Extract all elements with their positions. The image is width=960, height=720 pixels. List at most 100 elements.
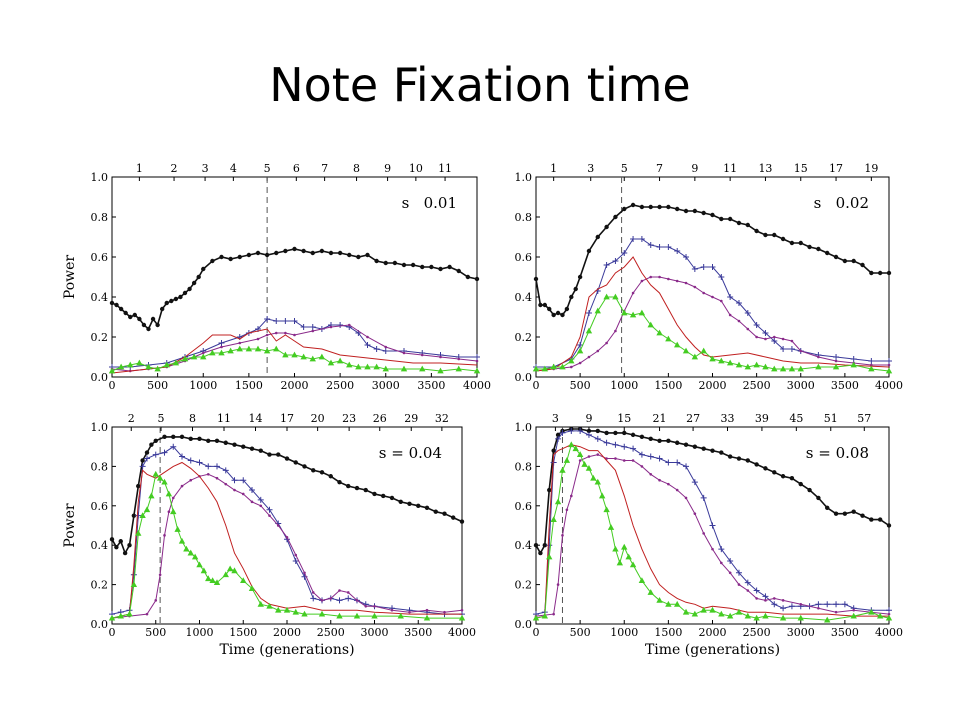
data-point: [585, 310, 592, 316]
data-point: [886, 270, 892, 276]
data-point: [338, 589, 341, 592]
data-point: [702, 532, 705, 535]
data-point: [249, 446, 255, 451]
data-point: [746, 589, 750, 592]
y-axis-label: Power: [62, 255, 78, 300]
data-point: [799, 349, 803, 353]
data-point: [622, 206, 627, 212]
top-tick-label: 5: [621, 162, 628, 175]
x-tick-label: 3500: [831, 626, 859, 639]
data-point: [860, 513, 865, 518]
data-point: [754, 462, 759, 467]
y-tick-label: 0.0: [515, 618, 533, 631]
data-point: [276, 452, 281, 457]
data-point: [174, 526, 181, 532]
data-point: [555, 435, 562, 442]
data-point: [842, 258, 848, 264]
data-point: [841, 601, 848, 608]
data-point: [612, 293, 619, 300]
data-point: [630, 445, 637, 452]
data-point: [420, 264, 425, 270]
data-point: [542, 302, 548, 308]
data-point: [607, 524, 615, 530]
y-tick-label: 0.0: [515, 371, 533, 384]
data-point: [851, 258, 856, 264]
data-point: [398, 499, 403, 505]
data-point: [266, 506, 273, 513]
x-tick-label: 1500: [235, 379, 263, 392]
top-tick-label: 3: [587, 162, 594, 175]
selection-coefficient-label: s = 0.04: [379, 444, 442, 462]
data-point: [532, 365, 540, 372]
data-point: [301, 248, 306, 254]
y-tick-label: 0.8: [515, 211, 533, 224]
data-point: [657, 438, 662, 443]
data-point: [246, 252, 252, 258]
data-point: [254, 345, 262, 352]
data-point: [397, 612, 404, 619]
data-point: [148, 492, 155, 499]
data-point: [568, 441, 575, 448]
data-point: [329, 597, 333, 600]
data-point: [616, 559, 624, 566]
data-point: [667, 482, 670, 486]
data-point: [200, 567, 208, 574]
data-point: [790, 339, 794, 343]
data-point: [647, 242, 654, 248]
data-point: [153, 438, 158, 443]
top-tick-label: 15: [794, 162, 808, 175]
data-point: [568, 427, 575, 434]
x-tick-label: 1000: [189, 379, 217, 392]
data-point: [189, 478, 193, 482]
data-point: [456, 268, 461, 274]
data-point: [201, 266, 206, 272]
data-point: [577, 274, 583, 280]
data-point: [876, 612, 884, 619]
data-point: [309, 324, 316, 330]
data-point: [852, 608, 855, 612]
data-point: [187, 549, 194, 556]
data-point: [547, 487, 552, 493]
selection-coefficient-label: s 0.01: [402, 194, 457, 212]
data-point: [587, 455, 591, 458]
data-point: [772, 232, 777, 238]
data-point: [780, 605, 787, 612]
data-point: [438, 266, 443, 272]
data-point: [171, 434, 176, 440]
top-tick-label: 11: [217, 412, 231, 425]
data-point: [130, 581, 138, 587]
data-point: [665, 244, 672, 250]
data-point: [585, 431, 592, 438]
y-tick-label: 1.0: [515, 421, 533, 434]
data-point: [473, 367, 481, 374]
data-point: [737, 583, 741, 586]
data-point: [238, 341, 242, 345]
data-point: [400, 365, 408, 372]
data-point: [702, 291, 705, 295]
data-point: [816, 495, 821, 501]
data-point: [603, 262, 610, 268]
data-point: [763, 466, 768, 471]
data-point: [356, 254, 361, 260]
data-point: [870, 363, 873, 367]
data-point: [364, 363, 371, 370]
data-point: [237, 254, 242, 260]
data-point: [753, 614, 760, 621]
data-point: [140, 458, 145, 463]
data-point: [755, 597, 758, 600]
data-point: [621, 543, 628, 550]
data-point: [570, 494, 573, 498]
data-point: [556, 583, 560, 586]
x-tick-label: 1500: [654, 626, 682, 639]
y-tick-label: 0.4: [515, 539, 533, 552]
data-point: [345, 595, 352, 602]
data-point: [363, 487, 368, 493]
data-point: [273, 318, 280, 324]
data-point: [851, 509, 856, 514]
data-point: [328, 474, 333, 479]
series-line-red: [535, 444, 889, 619]
data-point: [165, 490, 173, 497]
data-point: [735, 300, 742, 306]
data-point: [355, 599, 359, 602]
data-point: [772, 335, 776, 339]
